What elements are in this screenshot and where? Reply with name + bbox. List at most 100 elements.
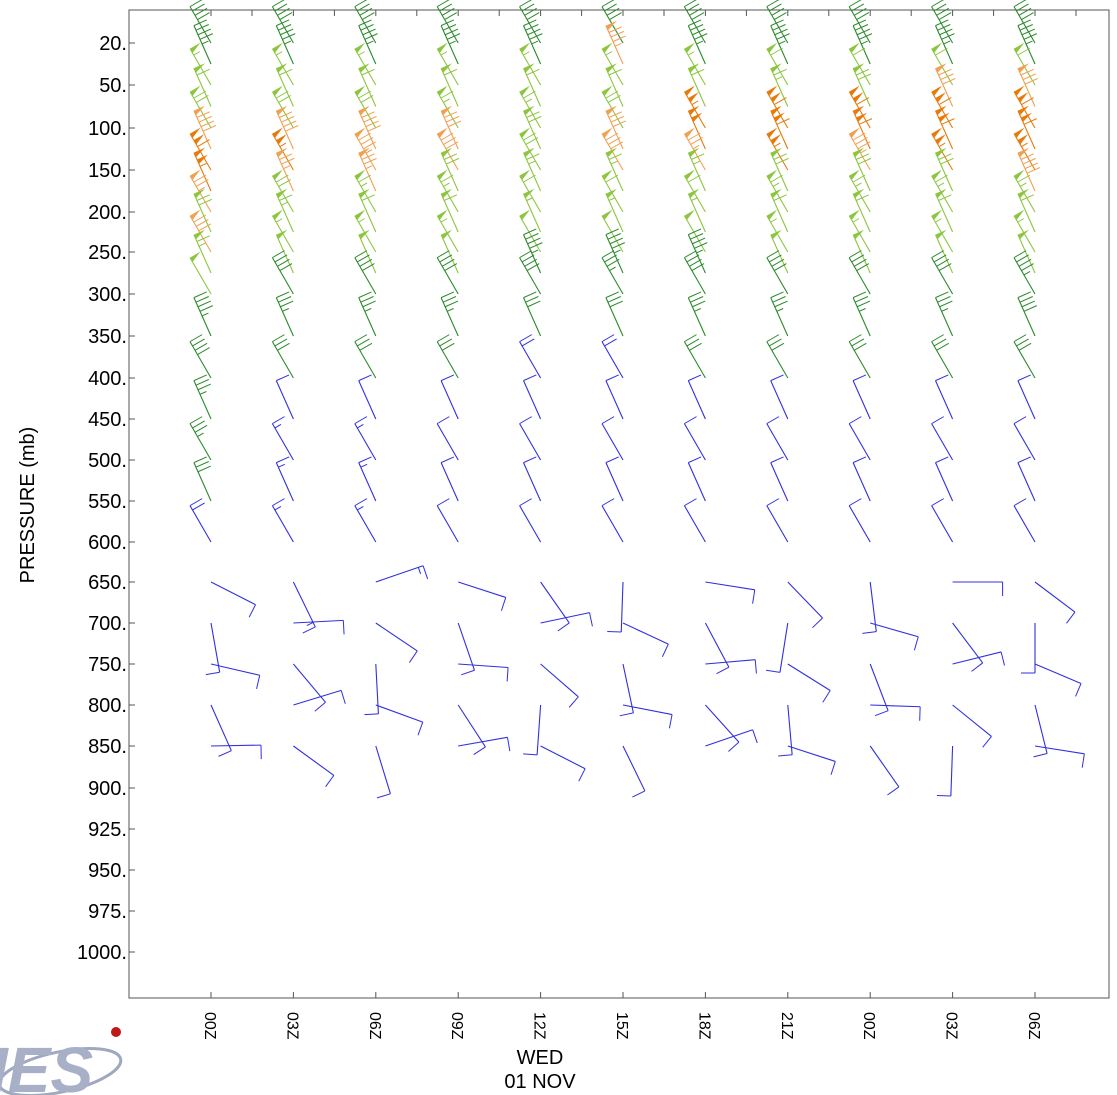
barb-feather	[1016, 254, 1029, 263]
barb-pennant	[193, 147, 205, 158]
wind-barb	[189, 334, 212, 379]
barb-pennant	[688, 105, 700, 116]
barb-half-feather	[609, 266, 616, 272]
barb-feather	[197, 300, 211, 308]
barb-pennant	[523, 188, 535, 199]
barb-feather	[445, 115, 460, 123]
barb-half-feather	[694, 308, 702, 312]
barb-staff	[292, 581, 316, 628]
barb-staff	[683, 423, 706, 461]
barb-feather	[354, 250, 368, 259]
wind-barb	[1013, 0, 1036, 44]
barb-pennant	[1017, 229, 1029, 240]
barb-staff	[683, 175, 706, 213]
wind-barb	[519, 498, 542, 543]
barb-feather	[194, 342, 208, 351]
barb-feather	[526, 263, 540, 272]
wind-barb	[848, 334, 871, 379]
barb-feather	[936, 7, 949, 16]
barb-feather	[192, 420, 205, 429]
wind-barb	[601, 42, 624, 86]
barb-half-feather	[687, 51, 695, 56]
barb-feather	[275, 90, 289, 99]
wind-barb	[862, 581, 877, 634]
barb-feather	[859, 118, 873, 125]
barb-feather	[523, 753, 538, 756]
wind-barb	[193, 19, 214, 65]
wind-barb	[458, 663, 509, 682]
barb-pennant	[935, 134, 946, 145]
barb-staff	[601, 257, 624, 295]
barb-pennant	[190, 42, 201, 53]
wind-barb	[601, 250, 624, 295]
wind-barb	[275, 19, 296, 65]
y-tick-label: 925.	[88, 819, 127, 841]
barb-pennant	[849, 85, 860, 96]
barb-feather	[192, 502, 205, 511]
barb-feather	[358, 456, 372, 464]
barb-feather	[939, 300, 953, 308]
barb-pennant	[931, 127, 942, 138]
barb-feather	[830, 761, 836, 775]
barb-pennant	[935, 229, 947, 240]
barb-feather	[778, 754, 793, 757]
barb-feather	[859, 33, 873, 40]
barb-feather	[525, 24, 539, 31]
barb-half-feather	[199, 391, 207, 395]
barb-feather	[769, 338, 782, 347]
barb-feather	[445, 157, 460, 165]
barb-feather	[856, 12, 870, 21]
barb-staff	[519, 505, 542, 543]
barb-feather	[276, 374, 290, 382]
barb-feather	[439, 338, 453, 347]
y-tick-label: 200.	[88, 202, 127, 224]
wind-barb	[766, 169, 789, 213]
barb-staff	[193, 25, 212, 65]
wind-barb	[770, 456, 789, 502]
barb-staff	[210, 744, 262, 747]
barb-pennant	[358, 105, 370, 116]
barb-staff	[848, 175, 871, 213]
barb-feather	[887, 786, 900, 796]
barb-staff	[935, 462, 954, 502]
barb-feather	[279, 153, 293, 160]
barb-feather	[854, 296, 869, 303]
barb-feather	[436, 416, 450, 425]
barb-half-feather	[608, 197, 616, 201]
barb-feather	[771, 7, 785, 16]
barb-feather	[691, 263, 705, 272]
barb-feather	[694, 242, 708, 249]
barb-half-feather	[778, 40, 786, 45]
barb-feather	[851, 338, 865, 347]
y-tick-label: 350.	[88, 326, 127, 348]
wind-barb	[619, 663, 634, 717]
x-tick-label: 18Z	[695, 1012, 712, 1040]
x-tick-label: 06Z	[366, 1012, 383, 1040]
barb-pennant	[437, 85, 448, 96]
barb-staff	[193, 152, 212, 192]
y-tick-label: 400.	[88, 368, 127, 390]
wind-barb	[1013, 209, 1036, 253]
wind-barb	[440, 229, 459, 274]
barb-feather	[447, 33, 461, 40]
wind-barb	[787, 745, 836, 775]
barb-half-feather	[935, 218, 942, 223]
barb-feather	[1017, 291, 1031, 299]
barb-pennant	[441, 147, 453, 158]
barb-feather	[854, 24, 869, 31]
barb-staff	[687, 234, 706, 274]
wind-barb	[358, 105, 381, 150]
wind-barb	[375, 745, 391, 799]
barb-feather	[689, 342, 702, 351]
barb-staff	[766, 257, 789, 295]
barb-feather	[196, 111, 210, 118]
barb-half-feather	[693, 160, 700, 165]
barb-pennant	[853, 147, 865, 158]
barb-pennant	[190, 209, 201, 220]
wind-barb	[766, 209, 789, 253]
barb-feather	[197, 383, 211, 391]
barb-half-feather	[696, 249, 704, 254]
barb-feather	[939, 28, 953, 36]
wind-barb	[1017, 63, 1039, 107]
wind-barb	[852, 291, 871, 337]
